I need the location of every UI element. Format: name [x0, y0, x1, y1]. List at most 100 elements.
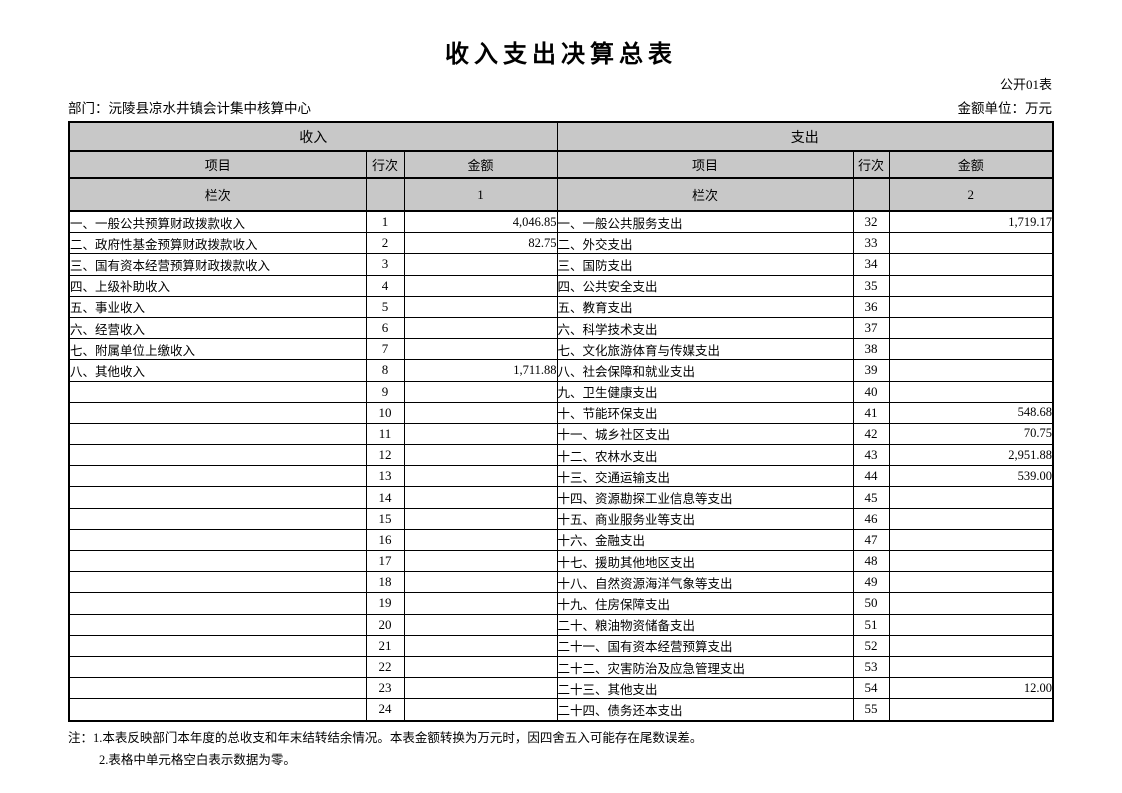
- table-row: 五、事业收入 5 五、教育支出 36: [68, 295, 1054, 318]
- expense-line-cell: 34: [852, 253, 890, 276]
- table-row: 13 十三、交通运输支出 44 539.00: [68, 465, 1054, 488]
- table-row: 四、上级补助收入 4 四、公共安全支出 35: [68, 274, 1054, 297]
- expense-line-cell: 38: [852, 338, 890, 361]
- table-row: 12 十二、农林水支出 43 2,951.88: [68, 444, 1054, 467]
- summary-table: 收入 支出 项目 行次 金额 项目 行次 金额 栏次 1 栏次: [68, 121, 1055, 722]
- expense-line-cell: 36: [852, 295, 890, 318]
- expense-line-cell: 54: [852, 677, 890, 700]
- expense-line-col-header: 行次: [852, 150, 890, 179]
- expense-item-col-header: 项目: [556, 150, 854, 179]
- income-line-col-header: 行次: [365, 150, 405, 179]
- income-line-cell: 14: [365, 486, 405, 509]
- expense-item-cell: 十七、援助其他地区支出: [556, 549, 854, 573]
- income-amount-cell: [403, 634, 558, 657]
- expense-amount-cell: 1,719.17: [888, 210, 1054, 234]
- income-line-cell: 21: [365, 634, 405, 657]
- expense-item-cell: 二十二、灾害防治及应急管理支出: [556, 655, 854, 679]
- expense-amount-cell: [888, 274, 1054, 297]
- table-row: 16 十六、金融支出 47: [68, 528, 1054, 552]
- income-item-cell: [68, 613, 367, 636]
- income-line-cell: 3: [365, 253, 405, 276]
- income-line-cell: 10: [365, 401, 405, 424]
- expense-amount-cell: [888, 634, 1054, 657]
- expense-amount-cell: [888, 253, 1054, 276]
- income-item-cell: [68, 401, 367, 424]
- column-index-row: 栏次 1 栏次 2: [68, 177, 1054, 212]
- income-amount-cell: [403, 698, 558, 721]
- expense-line-cell: 50: [852, 592, 890, 615]
- table-row: 20 二十、粮油物资储备支出 51: [68, 613, 1054, 636]
- income-line-cell: 5: [365, 295, 405, 318]
- income-item-cell: [68, 380, 367, 403]
- table-row: 八、其他收入 8 1,711.88 八、社会保障和就业支出 39: [68, 359, 1054, 382]
- table-row: 一、一般公共预算财政拨款收入 1 4,046.85 一、一般公共服务支出 32 1,719…: [68, 210, 1054, 234]
- income-amount-cell: [403, 338, 558, 361]
- expense-line-cell: 53: [852, 655, 890, 679]
- table-row: 14 十四、资源勘探工业信息等支出 45: [68, 486, 1054, 509]
- income-item-cell: 四、上级补助收入: [68, 274, 367, 297]
- income-amount-cell: [403, 486, 558, 509]
- expense-amount-cell: [888, 232, 1054, 255]
- table-row: 22 二十二、灾害防治及应急管理支出 53: [68, 655, 1054, 679]
- income-line-cell: 17: [365, 549, 405, 573]
- expense-line-cell: 39: [852, 359, 890, 382]
- table-row: 六、经营收入 6 六、科学技术支出 37: [68, 316, 1054, 340]
- income-amount-cell: [403, 316, 558, 340]
- expense-item-cell: 二十四、债务还本支出: [556, 698, 854, 721]
- income-amount-cell: [403, 655, 558, 679]
- expense-amount-cell: [888, 295, 1054, 318]
- expense-item-cell: 十三、交通运输支出: [556, 465, 854, 488]
- income-amount-col-header: 金额: [403, 150, 558, 179]
- expense-amount-cell: 2,951.88: [888, 444, 1054, 467]
- income-item-cell: 三、国有资本经营预算财政拨款收入: [68, 253, 367, 276]
- income-item-col-header: 项目: [68, 150, 367, 179]
- income-section-header: 收入: [68, 121, 558, 152]
- income-amount-cell: 4,046.85: [403, 210, 558, 234]
- income-line-cell: 9: [365, 380, 405, 403]
- income-item-cell: [68, 528, 367, 552]
- expense-amount-cell: [888, 613, 1054, 636]
- income-line-cell: 12: [365, 444, 405, 467]
- income-amount-cell: [403, 528, 558, 552]
- income-amount-cell: [403, 677, 558, 700]
- expense-amount-cell: [888, 655, 1054, 679]
- expense-line-cell: 47: [852, 528, 890, 552]
- expense-item-cell: 九、卫生健康支出: [556, 380, 854, 403]
- income-item-cell: [68, 444, 367, 467]
- expense-amount-cell: [888, 592, 1054, 615]
- table-row: 15 十五、商业服务业等支出 46: [68, 507, 1054, 530]
- expense-line-cell: 45: [852, 486, 890, 509]
- income-line-cell: 8: [365, 359, 405, 382]
- income-line-cell: 2: [365, 232, 405, 255]
- expense-amount-cell: [888, 698, 1054, 721]
- income-line-cell: 19: [365, 592, 405, 615]
- expense-item-cell: 十四、资源勘探工业信息等支出: [556, 486, 854, 509]
- unit-label: 金额单位：万元: [957, 101, 1053, 116]
- section-header-row: 收入 支出: [68, 121, 1054, 152]
- expense-item-cell: 十八、自然资源海洋气象等支出: [556, 571, 854, 594]
- expense-amount-cell: [888, 359, 1054, 382]
- income-item-cell: 八、其他收入: [68, 359, 367, 382]
- expense-item-cell: 四、公共安全支出: [556, 274, 854, 297]
- income-line-cell: 1: [365, 210, 405, 234]
- note-line-2: 2.表格中单元格空白表示数据为零。: [99, 752, 296, 767]
- income-amount-cell: [403, 613, 558, 636]
- expense-line-cell: 41: [852, 401, 890, 424]
- table-row: 18 十八、自然资源海洋气象等支出 49: [68, 571, 1054, 594]
- expense-line-cell: 42: [852, 422, 890, 446]
- income-line-cell: 18: [365, 571, 405, 594]
- note-line-1: 注：1.本表反映部门本年度的总收支和年末结转结余情况。本表金额转换为万元时，因四…: [68, 730, 703, 745]
- notes: 注：1.本表反映部门本年度的总收支和年末结转结余情况。本表金额转换为万元时，因四…: [68, 727, 1052, 771]
- income-line-cell: 7: [365, 338, 405, 361]
- income-amount-cell: [403, 401, 558, 424]
- expense-item-cell: 十五、商业服务业等支出: [556, 507, 854, 530]
- expense-amount-cell: [888, 549, 1054, 573]
- expense-lanci-label: 栏次: [556, 177, 854, 212]
- income-amount-cell: [403, 253, 558, 276]
- income-item-cell: [68, 507, 367, 530]
- expense-item-cell: 五、教育支出: [556, 295, 854, 318]
- department-label: 部门：沅陵县凉水井镇会计集中核算中心: [68, 101, 311, 116]
- table-row: 24 二十四、债务还本支出 55: [68, 698, 1054, 721]
- expense-item-cell: 一、一般公共服务支出: [556, 210, 854, 234]
- expense-item-cell: 十二、农林水支出: [556, 444, 854, 467]
